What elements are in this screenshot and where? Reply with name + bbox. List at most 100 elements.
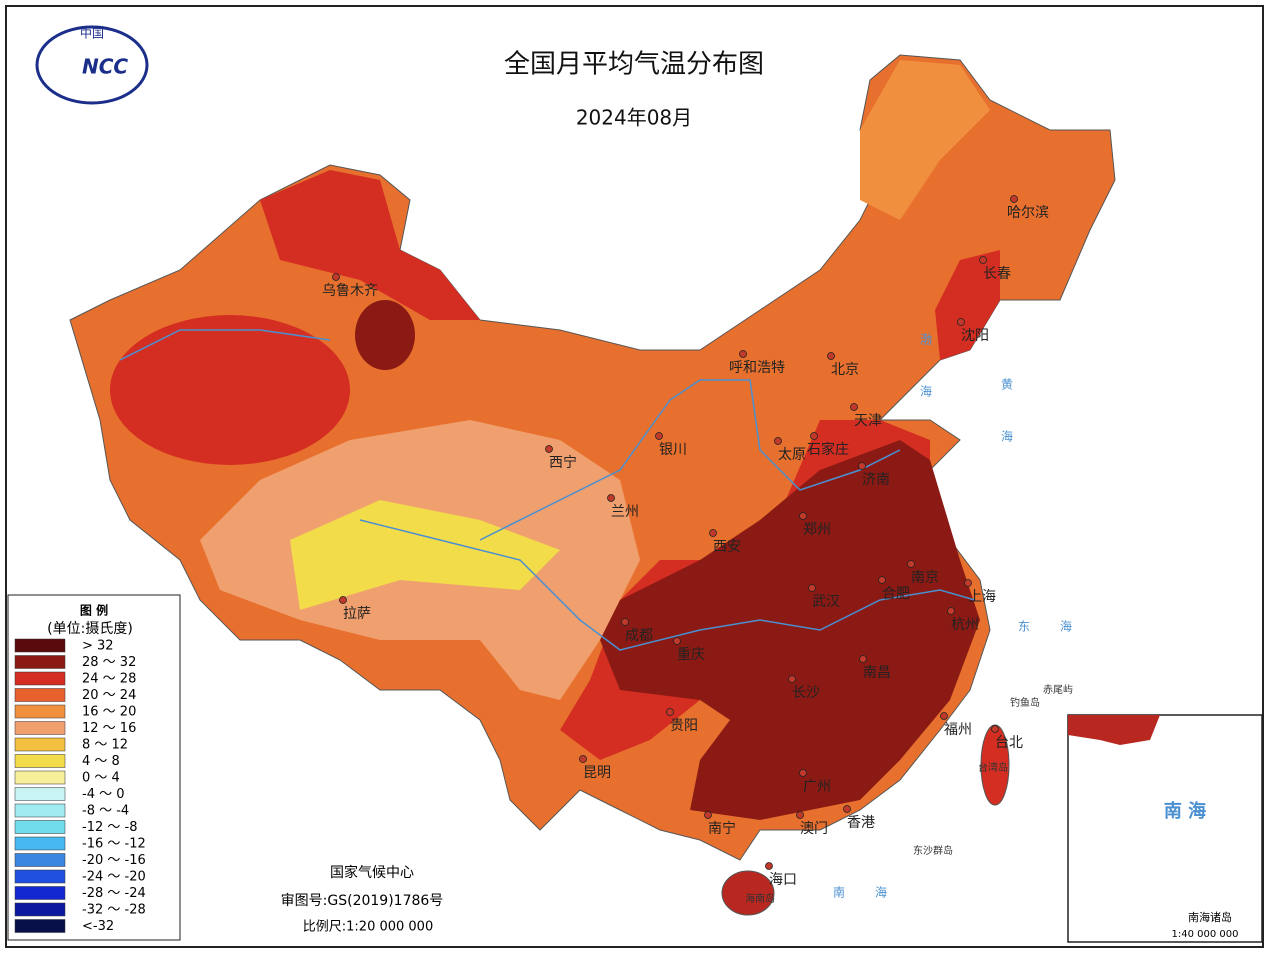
legend-label: -28 ～ -24 xyxy=(82,886,146,901)
city-label: 郑州 xyxy=(803,522,831,538)
city-label: 太原 xyxy=(778,447,806,463)
legend-label: -32 ～ -28 xyxy=(82,903,146,918)
legend-swatch xyxy=(14,737,66,752)
city-dot xyxy=(579,755,587,763)
city-dot xyxy=(991,725,999,733)
legend-label: > 32 xyxy=(82,639,114,654)
city-dot xyxy=(964,579,972,587)
city-label: 昆明 xyxy=(583,765,611,781)
legend-unit: (单位:摄氏度) xyxy=(47,621,133,637)
inset-land xyxy=(1068,715,1160,745)
legend-swatch xyxy=(14,770,66,785)
city-dot xyxy=(850,403,858,411)
legend-swatch xyxy=(14,919,66,933)
legend-swatch xyxy=(14,638,66,653)
city-label: 呼和浩特 xyxy=(729,360,785,376)
city-dot xyxy=(655,432,663,440)
city-label: 香港 xyxy=(847,815,875,831)
legend-swatch xyxy=(14,869,66,884)
city-dot xyxy=(709,529,717,537)
city-dot xyxy=(907,560,915,568)
legend-title: 图 例 xyxy=(80,603,108,618)
logo-text: NCC xyxy=(82,55,128,79)
legend-label: 8 ～ 12 xyxy=(82,738,128,753)
city-dot xyxy=(799,769,807,777)
legend-label: 16 ～ 20 xyxy=(82,705,136,720)
taiwan xyxy=(980,724,1010,806)
city-label: 银川 xyxy=(659,442,687,458)
footer-scale: 比例尺:1:20 000 000 xyxy=(303,920,433,935)
city-dot xyxy=(788,675,796,683)
region-16-20 xyxy=(860,60,990,220)
inset-scale: 1:40 000 000 xyxy=(1172,929,1239,940)
city-dot xyxy=(858,462,866,470)
legend-swatch xyxy=(14,787,66,801)
city-dot xyxy=(796,811,804,819)
city-dot xyxy=(843,805,851,813)
inset-title: 南海诸岛 xyxy=(1188,910,1232,924)
city-label: 长沙 xyxy=(792,685,820,701)
city-dot xyxy=(607,494,615,502)
city-dot xyxy=(979,256,987,264)
region-24-28-north xyxy=(260,170,480,320)
inset-frame xyxy=(1067,714,1263,943)
city-label: 济南 xyxy=(862,472,890,488)
inset-sea: 南 海 xyxy=(1164,800,1206,822)
city-label: 哈尔滨 xyxy=(1007,205,1049,221)
sea-label: 黄海 xyxy=(1000,378,1014,482)
legend-label: 24 ～ 28 xyxy=(82,672,136,687)
city-label: 成都 xyxy=(625,628,653,644)
island-label: 海南岛 xyxy=(745,892,775,905)
city-dot xyxy=(666,708,674,716)
legend-swatch xyxy=(14,853,66,867)
city-dot xyxy=(940,712,948,720)
legend-swatch xyxy=(14,688,66,702)
city-label: 西安 xyxy=(713,539,741,555)
sea-label: 渤海 xyxy=(919,333,933,437)
logo-ring xyxy=(35,25,149,105)
city-dot xyxy=(859,655,867,663)
city-label: 西宁 xyxy=(549,454,577,471)
city-label: 贵阳 xyxy=(670,718,698,734)
legend-swatch xyxy=(14,803,66,818)
river-yellow xyxy=(479,379,901,541)
city-label: 沈阳 xyxy=(961,328,989,344)
city-label: 拉萨 xyxy=(343,606,371,622)
legend-label: 12 ～ 16 xyxy=(82,721,136,736)
city-dot xyxy=(827,352,835,360)
city-label: 南京 xyxy=(911,570,939,586)
legend-swatch xyxy=(14,886,66,900)
island-label: 赤尾屿 xyxy=(1043,684,1073,696)
legend-swatch xyxy=(14,655,66,669)
legend-label: -24 ～ -20 xyxy=(82,870,146,885)
legend-label: -8 ～ -4 xyxy=(82,804,129,819)
legend-swatch xyxy=(14,820,66,834)
city-label: 天津 xyxy=(854,413,882,429)
city-label: 杭州 xyxy=(951,617,979,633)
city-dot xyxy=(621,618,629,626)
footer-approval: 审图号:GS(2019)1786号 xyxy=(281,893,444,909)
region-4-8 xyxy=(290,500,560,610)
city-dot xyxy=(673,637,681,645)
legend-swatch xyxy=(14,704,66,719)
hainan xyxy=(721,870,775,916)
city-label: 台北 xyxy=(995,735,1023,751)
logo-top: 中国 xyxy=(80,26,104,41)
legend-label: <-32 xyxy=(82,919,114,934)
city-dot xyxy=(878,576,886,584)
city-label: 福州 xyxy=(944,722,972,738)
legend-swatch xyxy=(14,836,66,851)
city-label: 兰州 xyxy=(611,504,639,520)
city-label: 重庆 xyxy=(677,647,705,663)
footer-org: 国家气候中心 xyxy=(330,864,414,881)
city-dot xyxy=(947,607,955,615)
island-label: 台湾岛 xyxy=(978,761,1008,774)
region-24-28-xinjiang xyxy=(110,315,350,465)
legend-label: 20 ～ 24 xyxy=(82,688,136,703)
city-dot xyxy=(332,273,340,281)
legend-label: 4 ～ 8 xyxy=(82,754,120,769)
title: 全国月平均气温分布图 xyxy=(504,50,764,80)
island-label: 东沙群岛 xyxy=(913,844,953,857)
city-dot xyxy=(704,811,712,819)
